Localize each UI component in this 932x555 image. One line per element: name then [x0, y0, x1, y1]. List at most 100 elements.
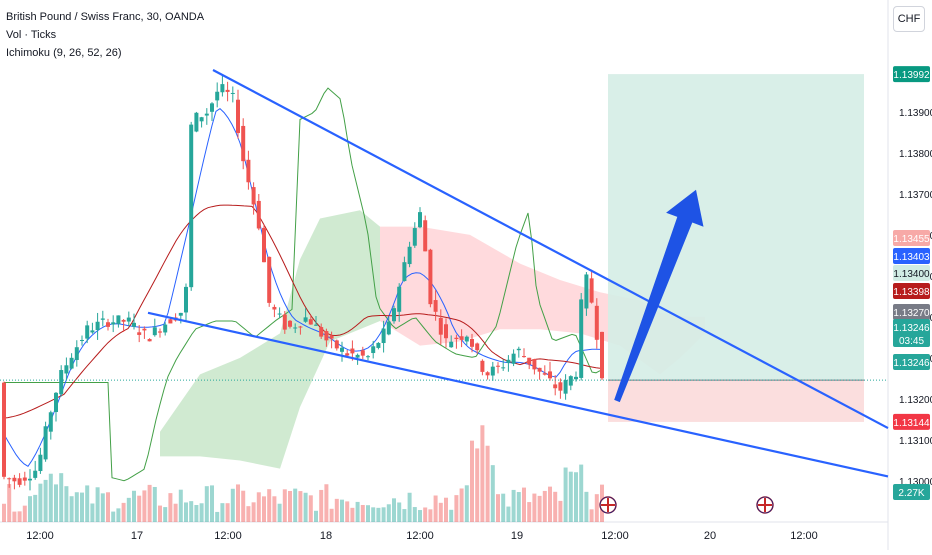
candle-body	[574, 376, 578, 380]
volume-bar	[568, 471, 573, 522]
volume-bar	[308, 495, 313, 522]
volume-bar	[397, 502, 402, 522]
candle-body	[225, 89, 230, 92]
candle-body	[121, 319, 126, 322]
candle-body	[210, 103, 214, 112]
price-tick-label: 1.13000	[899, 477, 932, 488]
volume-bar	[132, 490, 136, 522]
volume-bar	[334, 498, 339, 522]
volume-bar	[220, 503, 225, 522]
candle-body	[28, 478, 32, 481]
candle-body	[584, 274, 589, 309]
candle-body	[381, 328, 386, 344]
currency-button[interactable]: CHF	[893, 6, 925, 32]
candle-body	[241, 125, 246, 162]
candle-body	[428, 249, 433, 305]
candle-body	[589, 278, 594, 303]
symbol-title[interactable]: British Pound / Swiss Franc, 30, OANDA	[6, 11, 205, 23]
volume-bar	[116, 508, 121, 522]
volume-bar	[449, 509, 454, 522]
volume-bar	[173, 503, 178, 522]
chart-legend: British Pound / Swiss Franc, 30, OANDA V…	[6, 8, 204, 62]
candle-body	[329, 335, 334, 339]
volume-bar	[475, 448, 480, 522]
volume-bar	[194, 505, 199, 522]
time-tick-label: 12:00	[406, 530, 434, 542]
candle-body	[277, 313, 282, 315]
candle-body	[511, 353, 516, 364]
volume-bar	[2, 503, 6, 522]
volume-bar	[298, 491, 303, 522]
volume-bar	[490, 465, 495, 522]
candle-body	[423, 220, 428, 252]
candle-body	[80, 339, 84, 341]
volume-bar	[527, 502, 532, 522]
candle-body	[178, 312, 183, 316]
candle-body	[548, 371, 552, 379]
volume-bar	[277, 503, 282, 522]
candle-body	[402, 262, 407, 282]
candle-body	[298, 326, 303, 328]
volume-bar	[428, 509, 433, 522]
countdown-label: 03:45	[899, 336, 924, 347]
volume-bar	[558, 500, 563, 522]
volume-bar	[444, 497, 448, 522]
volume-bar	[12, 511, 17, 522]
volume-bar	[376, 507, 381, 522]
candle-body	[22, 477, 27, 481]
candle-body	[246, 159, 251, 183]
candle-body	[522, 356, 526, 358]
candle-body	[464, 336, 469, 342]
stop-loss-zone	[608, 380, 864, 422]
volume-bar	[542, 490, 547, 522]
candle-body	[142, 328, 147, 331]
candle-body	[558, 382, 563, 391]
candle-body	[485, 372, 490, 376]
volume-bar	[319, 489, 324, 522]
volume-bar	[516, 492, 521, 522]
volume-bar	[454, 495, 459, 522]
candle-body	[553, 384, 558, 389]
volume-indicator-label[interactable]: Vol · Ticks	[6, 29, 57, 41]
candle-body	[38, 454, 43, 472]
volume-bar	[256, 492, 261, 522]
candle-body	[376, 342, 381, 348]
price-badge-label: 1.13144	[893, 418, 930, 429]
candle-body	[184, 286, 188, 313]
candle-body	[470, 338, 474, 347]
candle-body	[111, 322, 116, 325]
candle-body	[74, 347, 79, 360]
candle-body	[43, 426, 48, 460]
volume-bar	[43, 479, 48, 522]
candle-body	[17, 478, 22, 485]
candle-body	[163, 324, 168, 333]
ichimoku-indicator-label[interactable]: Ichimoku (9, 26, 52, 26)	[6, 47, 122, 59]
volume-bar	[314, 510, 318, 522]
base-line	[3, 204, 601, 419]
candle-body	[542, 373, 547, 375]
volume-bar	[7, 484, 12, 522]
candle-body	[272, 306, 277, 310]
price-badge	[893, 319, 930, 347]
candle-body	[350, 348, 355, 354]
candle-body	[392, 308, 396, 322]
volume-bar	[33, 494, 38, 522]
candle-body	[204, 113, 209, 116]
volume-bar	[95, 487, 100, 522]
time-tick-label: 12:00	[26, 530, 54, 542]
candle-body	[438, 317, 443, 335]
candle-body	[475, 343, 480, 351]
time-tick-label: 12:00	[214, 530, 242, 542]
candle-body	[501, 367, 506, 369]
volume-bar	[412, 507, 417, 522]
volume-bar	[496, 494, 500, 522]
volume-bar	[178, 489, 183, 522]
candle-body	[480, 360, 485, 372]
projection-arrow	[614, 189, 704, 403]
price-badge-label: 1.13398	[893, 287, 930, 298]
volume-bar	[241, 490, 246, 522]
volume-bar	[204, 486, 209, 522]
volume-bar	[163, 507, 168, 522]
